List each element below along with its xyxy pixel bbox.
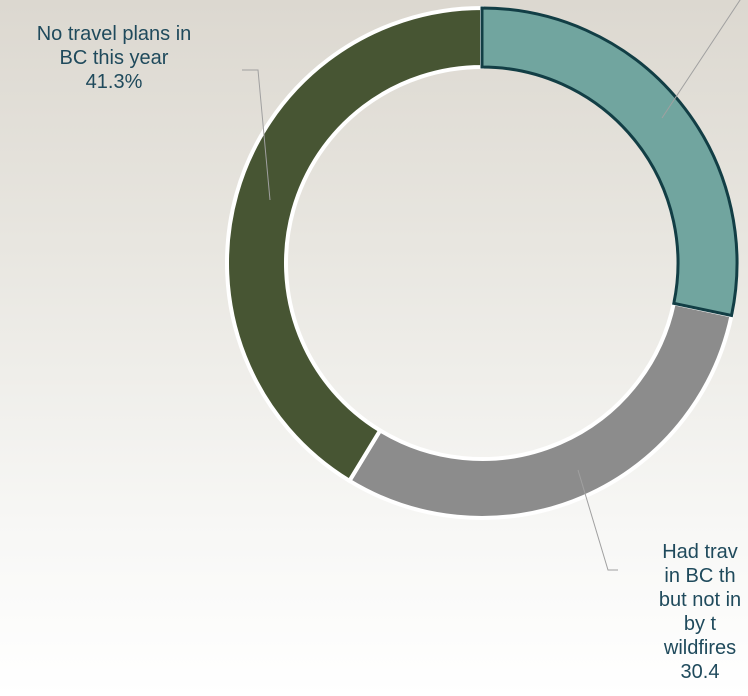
slice-label-line: by t <box>683 613 717 635</box>
slice-percent: 41.3% <box>85 71 143 93</box>
slice-label-no-plans: No travel plans in BC this year 41.3% <box>0 22 228 94</box>
slice-label-line: but not in <box>658 589 742 611</box>
donut-slice-1 <box>346 300 734 520</box>
donut-slice-0 <box>480 6 739 318</box>
slice-percent: 30.4 <box>680 661 720 683</box>
donut-slices <box>225 5 739 520</box>
slice-label-line: Had trav <box>662 541 738 563</box>
leader-line-had-plans <box>577 469 618 571</box>
leader-lines <box>242 0 741 571</box>
leader-line-no-plans <box>242 69 271 201</box>
leader-line-top-right <box>661 0 741 119</box>
slice-label-line: in BC th <box>664 565 736 587</box>
donut-slice-2 <box>225 5 484 484</box>
slice-label-line: wildfires <box>663 637 737 659</box>
slice-label-had-plans: Had trav in BC th but not in by t wildfi… <box>612 540 748 684</box>
slice-label-line: BC this year <box>59 47 169 69</box>
slice-label-line: No travel plans in <box>36 23 192 45</box>
